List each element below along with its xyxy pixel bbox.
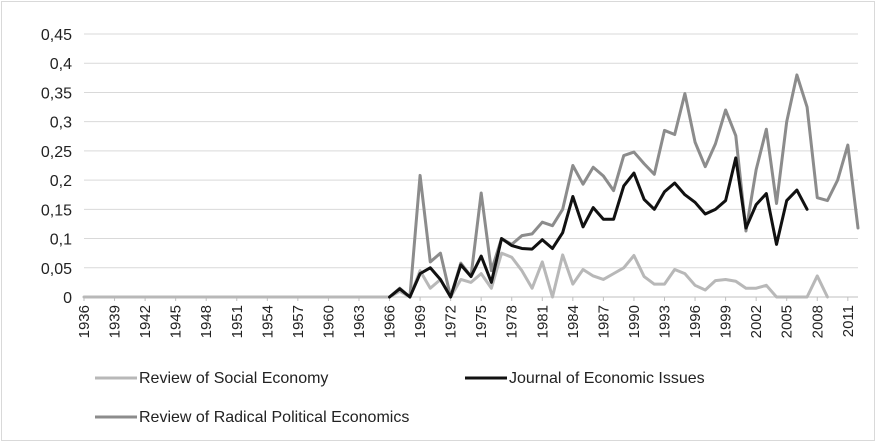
x-tick-label: 1969	[412, 305, 429, 338]
legend-label: Journal of Economic Issues	[509, 370, 705, 387]
x-tick-label: 1978	[504, 305, 521, 338]
x-tick-label: 2011	[840, 305, 857, 337]
series-lines	[82, 73, 860, 299]
y-tick-label: 0,4	[50, 56, 72, 73]
y-tick-label: 0	[63, 290, 72, 307]
y-tick-label: 0,2	[50, 173, 72, 190]
x-tick-label: 1999	[718, 305, 735, 338]
x-tick-label: 1936	[76, 305, 93, 338]
series-line	[388, 156, 809, 299]
x-tick-label: 1954	[259, 305, 276, 338]
x-tick-label: 1951	[229, 305, 246, 338]
x-tick-label: 2008	[809, 305, 826, 338]
x-tick-label: 1993	[657, 305, 674, 338]
y-tick-label: 0,15	[41, 202, 72, 219]
x-tick-label: 2002	[748, 305, 765, 338]
x-tick-label: 1966	[382, 305, 399, 338]
legend-label: Review of Radical Political Economics	[139, 409, 409, 426]
x-tick-label: 1972	[443, 305, 460, 338]
y-tick-label: 0,25	[41, 144, 72, 161]
x-tick-label: 1981	[534, 305, 551, 338]
x-tick-label: 1990	[626, 305, 643, 338]
y-tick-label: 0,1	[50, 232, 72, 249]
x-tick-label: 1984	[565, 305, 582, 338]
x-axis: 1936 1939 1942 1945 1948 1951 1954 1957 1960 1963…	[76, 296, 858, 338]
y-tick-label: 0,3	[50, 115, 72, 132]
y-tick-label: 0,45	[41, 27, 72, 44]
y-tick-label: 0,35	[41, 85, 72, 102]
y-tick-label: 0,05	[41, 261, 72, 278]
x-tick-label: 1996	[687, 305, 704, 338]
x-tick-label: 1942	[137, 305, 154, 338]
legend-label: Review of Social Economy	[139, 370, 328, 387]
x-tick-label: 1963	[351, 305, 368, 338]
x-tick-label: 1975	[473, 305, 490, 338]
x-tick-label: 1987	[595, 305, 612, 338]
x-tick-label: 1948	[198, 305, 215, 338]
x-tick-label: 1960	[320, 305, 337, 338]
x-tick-label: 1939	[107, 305, 124, 338]
legend: Review of Social Economy Journal of Econo…	[95, 370, 705, 426]
x-tick-label: 1945	[168, 305, 185, 338]
series-line	[82, 251, 829, 299]
x-tick-label: 1957	[290, 305, 307, 338]
x-tick-label: 2005	[779, 305, 796, 338]
y-axis: 0 0,05 0,1 0,15 0,2 0,25 0,3 0,35 0,4 0,45	[41, 27, 72, 307]
